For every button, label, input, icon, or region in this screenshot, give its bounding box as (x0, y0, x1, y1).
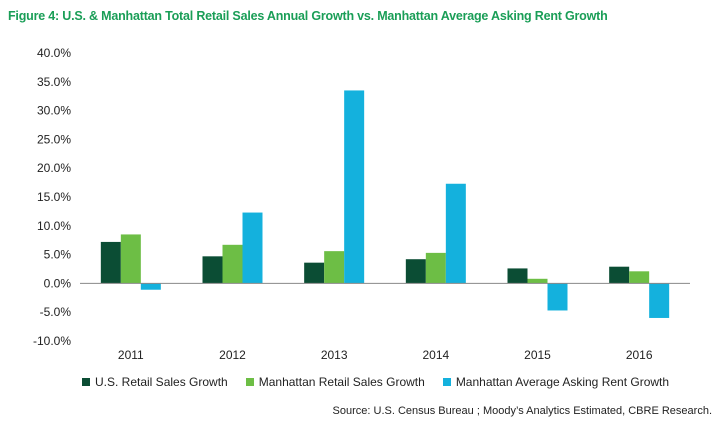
bar-manhattan-retail (324, 251, 345, 284)
bar-manhattan-rent (140, 283, 161, 290)
legend-swatch-us-retail (82, 378, 90, 386)
bar-manhattan-retail (425, 252, 446, 284)
x-tick-label: 2014 (422, 348, 449, 362)
x-tick-label: 2011 (118, 348, 144, 362)
y-tick-label: 20.0% (37, 161, 71, 175)
y-tick-label: 40.0% (37, 46, 71, 60)
bar-us-retail (202, 256, 223, 284)
y-tick-label: 15.0% (37, 190, 71, 204)
legend-item-us-retail: U.S. Retail Sales Growth (82, 375, 228, 389)
chart-title: Figure 4: U.S. & Manhattan Total Retail … (8, 9, 608, 23)
bar-manhattan-rent (344, 90, 365, 284)
y-tick-label: 25.0% (37, 132, 71, 146)
x-tick-label: 2012 (219, 348, 246, 362)
legend-label-us-retail: U.S. Retail Sales Growth (95, 375, 228, 389)
bar-manhattan-rent (649, 283, 670, 318)
legend-item-manhattan-rent: Manhattan Average Asking Rent Growth (442, 375, 670, 389)
legend-swatch-manhattan-retail (245, 378, 254, 386)
bar-manhattan-rent (445, 183, 466, 284)
bar-chart: -10.0% -5.0% 0.0% 5.0% 10.0% 15.0% 20.0% 25.0% 3… (33, 46, 690, 362)
x-tick-label: 2013 (321, 348, 348, 362)
bar-us-retail (507, 268, 528, 284)
legend: U.S. Retail Sales Growth Manhattan Retai… (82, 375, 687, 389)
bar-us-retail (100, 241, 121, 284)
y-tick-label: 10.0% (37, 219, 71, 233)
bar-us-retail (304, 262, 325, 284)
y-tick-label: -10.0% (33, 334, 71, 348)
bar-manhattan-retail (120, 234, 141, 284)
y-tick-label: 0.0% (44, 276, 72, 290)
legend-swatch-manhattan-rent (442, 378, 451, 386)
x-tick-label: 2016 (626, 348, 653, 362)
y-tick-label: -5.0% (40, 305, 72, 319)
bar-manhattan-retail (527, 278, 548, 284)
bar-us-retail (609, 266, 630, 284)
bar-manhattan-rent (547, 283, 568, 311)
bar-manhattan-rent (242, 212, 263, 284)
y-tick-label: 35.0% (37, 75, 71, 89)
legend-label-manhattan-rent: Manhattan Average Asking Rent Growth (455, 375, 670, 389)
legend-label-manhattan-retail: Manhattan Retail Sales Growth (258, 375, 425, 389)
legend-item-manhattan-retail: Manhattan Retail Sales Growth (245, 375, 425, 389)
source-note: Source: U.S. Census Bureau ; Moody’s Ana… (332, 405, 712, 417)
bar-us-retail (405, 259, 426, 284)
y-tick-label: 5.0% (44, 248, 72, 262)
x-tick-label: 2015 (524, 348, 551, 362)
bar-manhattan-retail (629, 271, 650, 284)
bar-manhattan-retail (222, 244, 243, 284)
y-tick-label: 30.0% (37, 104, 71, 118)
